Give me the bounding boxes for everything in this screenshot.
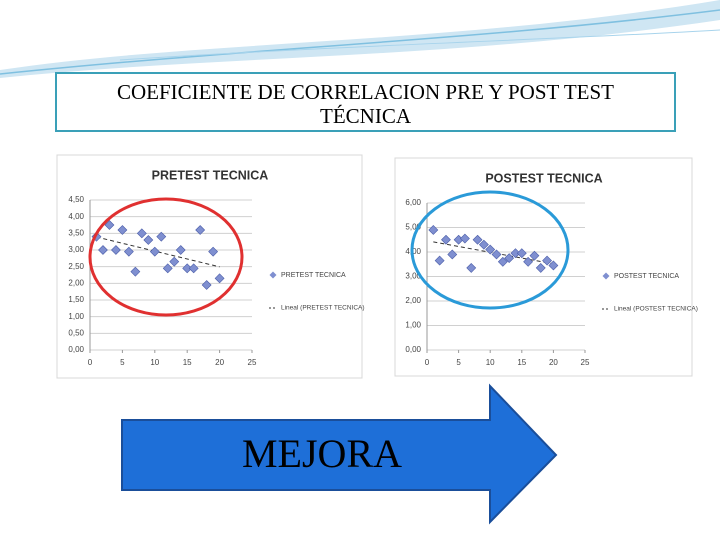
legend-marker xyxy=(602,272,610,280)
y-tick-label: 3,50 xyxy=(68,228,84,237)
point xyxy=(98,245,108,255)
highlight-circle xyxy=(88,197,244,317)
x-tick-label: 10 xyxy=(486,358,495,367)
decor-line xyxy=(0,9,720,75)
y-tick-label: 0,00 xyxy=(405,345,421,354)
point xyxy=(447,249,458,260)
y-tick-label: 4,50 xyxy=(68,195,84,204)
point xyxy=(548,260,559,271)
point xyxy=(472,234,483,245)
legend-label: PRETEST TECNICA xyxy=(281,272,346,279)
y-tick-label: 2,50 xyxy=(68,262,84,271)
point xyxy=(434,255,445,266)
point xyxy=(182,263,193,274)
point xyxy=(485,244,496,255)
point xyxy=(504,253,515,264)
chart-title: POSTEST TECNICA xyxy=(485,171,602,185)
trendline xyxy=(433,241,554,265)
legend-label: Lineal (POSTEST TECNICA) xyxy=(614,306,698,313)
point xyxy=(104,220,115,230)
point xyxy=(188,263,199,274)
point xyxy=(149,246,160,257)
point xyxy=(130,266,141,277)
x-tick-label: 5 xyxy=(120,358,125,367)
point xyxy=(169,256,180,267)
chart-title: PRETEST TECNICA xyxy=(152,168,269,182)
y-tick-label: 0,00 xyxy=(68,345,84,354)
point xyxy=(459,233,470,244)
y-tick-label: 0,50 xyxy=(68,328,84,337)
point xyxy=(466,263,477,273)
x-tick-label: 15 xyxy=(517,358,526,367)
point xyxy=(195,225,206,235)
point xyxy=(428,225,439,235)
x-tick-label: 25 xyxy=(581,358,590,367)
point xyxy=(136,228,147,239)
point xyxy=(162,263,173,274)
legend-marker xyxy=(269,271,277,279)
point xyxy=(214,273,225,284)
y-tick-label: 4,00 xyxy=(68,212,84,221)
point xyxy=(478,239,489,250)
y-tick-label: 1,50 xyxy=(68,295,84,304)
point xyxy=(535,263,546,273)
point xyxy=(117,225,128,235)
y-tick-label: 1,00 xyxy=(405,321,421,330)
point xyxy=(542,255,553,266)
x-tick-label: 5 xyxy=(456,358,461,367)
legend-label: POSTEST TECNICA xyxy=(614,273,679,280)
point xyxy=(175,245,186,255)
y-tick-label: 5,00 xyxy=(405,223,421,232)
point xyxy=(201,280,212,290)
point xyxy=(156,231,167,242)
x-tick-label: 10 xyxy=(150,358,159,367)
point xyxy=(491,249,502,260)
y-tick-label: 6,00 xyxy=(405,198,421,207)
point xyxy=(523,256,534,267)
highlight-circle xyxy=(410,190,570,310)
x-tick-label: 20 xyxy=(215,358,224,367)
y-tick-label: 1,00 xyxy=(68,312,84,321)
arrow xyxy=(121,383,558,525)
point xyxy=(441,234,451,245)
x-tick-label: 0 xyxy=(88,358,93,367)
point xyxy=(110,245,121,255)
point xyxy=(497,256,508,267)
arrow-text: MEJORA xyxy=(242,431,402,476)
slide-title: COEFICIENTE DE CORRELACION PRE Y POST TE… xyxy=(55,72,676,132)
decor-line xyxy=(119,29,720,61)
point xyxy=(123,246,134,257)
x-tick-label: 0 xyxy=(425,358,430,367)
y-tick-label: 3,00 xyxy=(405,272,421,281)
legend-label: Lineal (PRETEST TECNICA) xyxy=(281,305,365,312)
point xyxy=(516,248,527,259)
point xyxy=(208,246,219,257)
y-tick-label: 2,00 xyxy=(405,296,421,305)
point xyxy=(529,250,540,261)
point xyxy=(143,235,154,245)
x-tick-label: 15 xyxy=(183,358,192,367)
y-tick-label: 3,00 xyxy=(68,245,84,254)
y-tick-label: 2,00 xyxy=(68,278,84,287)
decor-swoosh xyxy=(0,0,720,78)
x-tick-label: 25 xyxy=(248,358,257,367)
x-tick-label: 20 xyxy=(549,358,558,367)
